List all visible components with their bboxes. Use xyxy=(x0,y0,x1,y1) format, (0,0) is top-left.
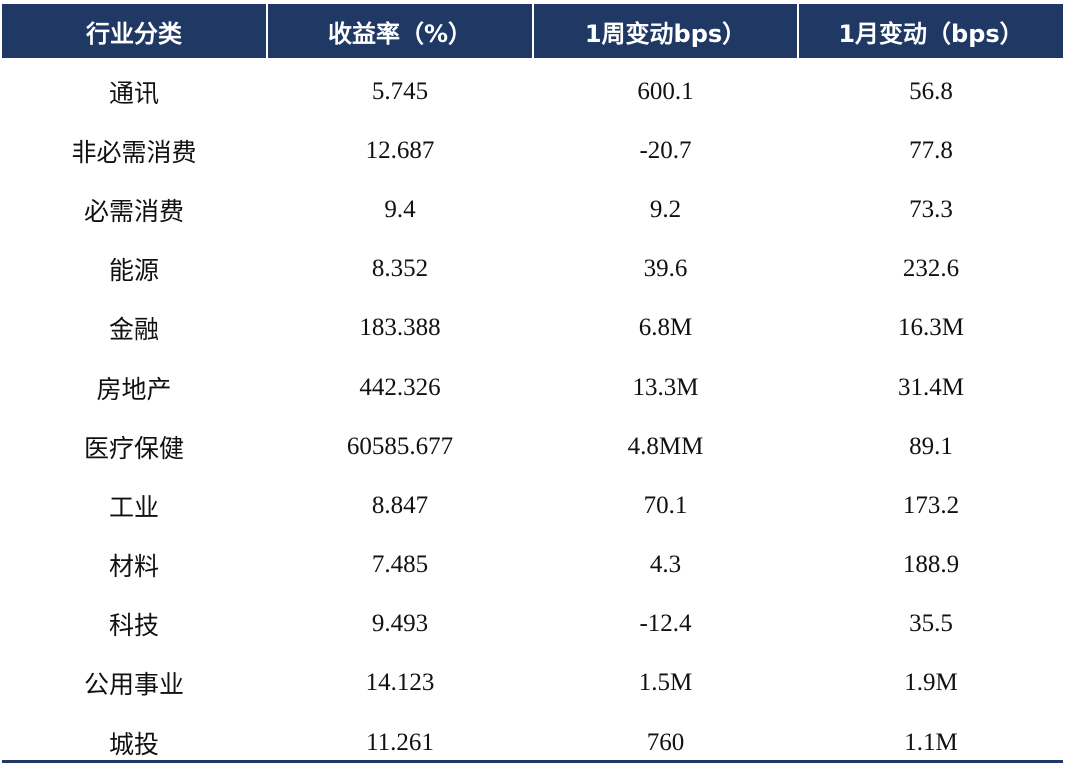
1m-change-cell: 1.9M xyxy=(904,669,958,697)
1w-change-cell: 9.2 xyxy=(649,195,682,223)
yield-cell: 11.261 xyxy=(366,728,434,756)
1w-change-cell: -20.7 xyxy=(639,136,692,164)
1w-change-cell: 760 xyxy=(646,728,685,756)
1w-change-cell: 4.3 xyxy=(649,551,682,579)
yield-cell: 14.123 xyxy=(365,669,435,697)
sector-cell: 工业 xyxy=(108,492,159,522)
sector-cell: 医疗保健 xyxy=(83,433,184,463)
sector-cell: 非必需消费 xyxy=(71,137,197,167)
1m-change-cell: 188.9 xyxy=(902,551,960,579)
table-row: 材料 7.485 4.3 188.9 xyxy=(0,536,1069,595)
1m-change-cell: 77.8 xyxy=(909,136,953,164)
header-yield: 收益率（%） xyxy=(268,4,532,58)
1m-change-cell: 35.5 xyxy=(909,610,953,638)
sector-cell: 必需消费 xyxy=(83,196,184,226)
1w-change-cell: 6.8M xyxy=(638,314,693,342)
1w-change-cell: 13.3M xyxy=(632,373,699,401)
table-header-row: 行业分类 收益率（%） 1周变动bps） 1月变动（bps） xyxy=(0,4,1069,58)
header-1m-change: 1月变动（bps） xyxy=(799,4,1063,58)
header-sector: 行业分类 xyxy=(2,4,266,58)
table-bottom-border xyxy=(2,760,1063,763)
table-row: 公用事业 14.123 1.5M 1.9M xyxy=(0,654,1069,713)
table-row: 非必需消费 12.687 -20.7 77.8 xyxy=(0,121,1069,180)
yield-cell: 8.847 xyxy=(371,491,429,519)
sector-cell: 城投 xyxy=(108,729,159,759)
table-row: 能源 8.352 39.6 232.6 xyxy=(0,240,1069,299)
1m-change-cell: 73.3 xyxy=(909,195,953,223)
1w-change-cell: 1.5M xyxy=(638,669,693,697)
sector-cell: 公用事业 xyxy=(83,670,184,700)
table-row: 金融 183.388 6.8M 16.3M xyxy=(0,299,1069,358)
yield-cell: 9.493 xyxy=(371,610,429,638)
table-row: 通讯 5.745 600.1 56.8 xyxy=(0,62,1069,121)
1w-change-cell: 70.1 xyxy=(643,491,688,519)
1m-change-cell: 1.1M xyxy=(904,728,958,756)
table-row: 科技 9.493 -12.4 35.5 xyxy=(0,595,1069,654)
table-row: 工业 8.847 70.1 173.2 xyxy=(0,476,1069,535)
sector-cell: 能源 xyxy=(108,256,159,286)
1m-change-cell: 173.2 xyxy=(902,491,960,519)
sector-cell: 金融 xyxy=(108,315,159,345)
1w-change-cell: 4.8MM xyxy=(627,432,704,460)
yield-cell: 5.745 xyxy=(371,77,429,105)
yield-cell: 9.4 xyxy=(384,195,416,223)
1m-change-cell: 56.8 xyxy=(909,77,953,105)
sector-cell: 材料 xyxy=(108,552,159,582)
yield-cell: 60585.677 xyxy=(346,432,454,460)
sector-cell: 通讯 xyxy=(108,78,159,108)
1w-change-cell: -12.4 xyxy=(639,610,692,638)
yield-cell: 12.687 xyxy=(365,136,435,164)
table-row: 房地产 442.326 13.3M 31.4M xyxy=(0,358,1069,417)
1m-change-cell: 16.3M xyxy=(898,314,964,342)
1w-change-cell: 39.6 xyxy=(643,255,688,283)
1w-change-cell: 600.1 xyxy=(637,77,694,105)
table-row: 城投 11.261 760 1.1M xyxy=(0,713,1069,772)
1m-change-cell: 31.4M xyxy=(898,373,964,401)
yield-cell: 183.388 xyxy=(359,314,441,342)
yield-cell: 7.485 xyxy=(371,551,429,579)
yield-cell: 8.352 xyxy=(371,255,429,283)
header-1w-change: 1周变动bps） xyxy=(534,4,797,58)
sector-cell: 科技 xyxy=(108,611,159,641)
1m-change-cell: 89.1 xyxy=(909,432,953,460)
table-row: 必需消费 9.4 9.2 73.3 xyxy=(0,180,1069,239)
table-row: 医疗保健 60585.677 4.8MM 89.1 xyxy=(0,417,1069,476)
table-body: 通讯 5.745 600.1 56.8 非必需消费 12.687 -20.7 7… xyxy=(0,62,1069,772)
sector-cell: 房地产 xyxy=(96,374,172,404)
1m-change-cell: 232.6 xyxy=(902,255,960,283)
yield-cell: 442.326 xyxy=(359,373,441,401)
